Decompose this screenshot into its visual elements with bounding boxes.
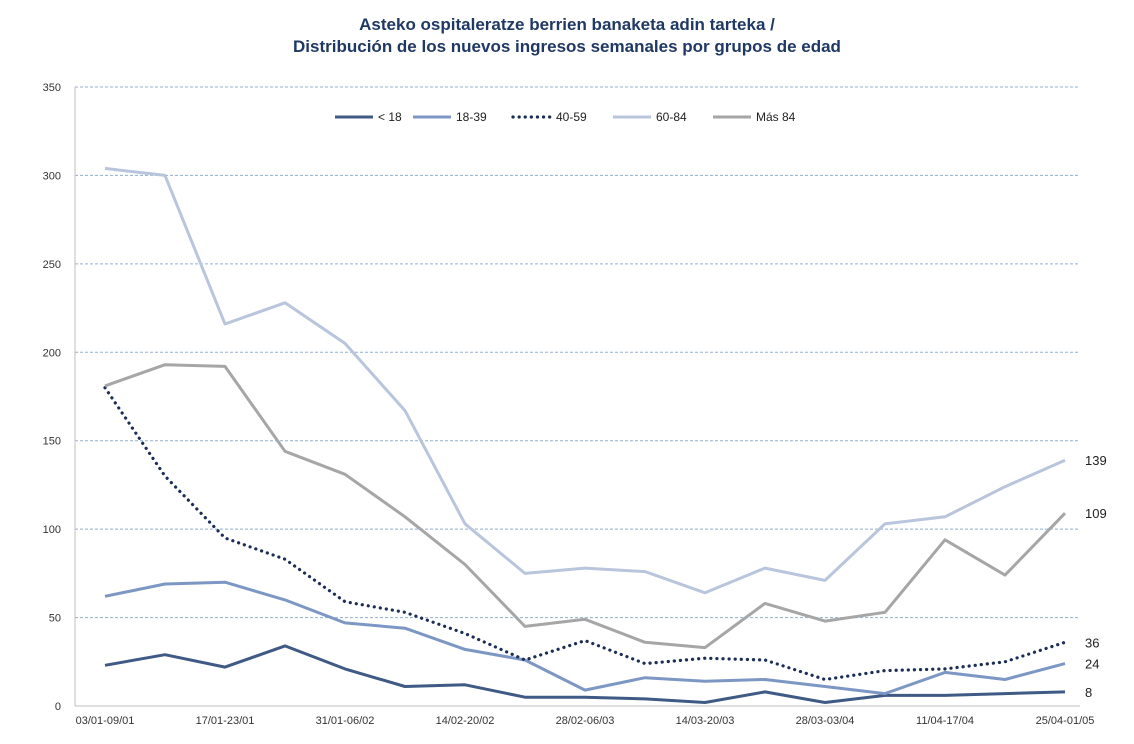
y-tick-label: 0 bbox=[55, 701, 61, 713]
x-tick-label: 31/01-06/02 bbox=[316, 715, 375, 727]
chart-title-line-1: Asteko ospitaleratze berrien banaketa ad… bbox=[359, 15, 775, 34]
x-tick-label: 28/03-03/04 bbox=[796, 715, 855, 727]
axes: 0 50 100 150 200 250 300 350 03/01-09/01 17/01-23… bbox=[43, 82, 1095, 727]
series-line--18 bbox=[104, 644, 1066, 704]
x-tick-label: 17/01-23/01 bbox=[196, 715, 255, 727]
y-tick-label: 200 bbox=[43, 347, 61, 359]
y-tick-label: 100 bbox=[43, 524, 61, 536]
legend-label: 18-39 bbox=[456, 110, 487, 124]
chart-title: Asteko ospitaleratze berrien banaketa ad… bbox=[0, 14, 1134, 58]
legend-label: 40-59 bbox=[556, 110, 587, 124]
end-label: 109 bbox=[1085, 506, 1107, 521]
legend-label: Más 84 bbox=[756, 110, 796, 124]
x-tick-label: 14/02-20/02 bbox=[436, 715, 495, 727]
end-label: 36 bbox=[1085, 635, 1099, 650]
x-tick-label: 25/04-01/05 bbox=[1036, 715, 1095, 727]
series-line-m-s-84 bbox=[104, 363, 1067, 650]
chart-title-line-2: Distribución de los nuevos ingresos sema… bbox=[293, 37, 841, 56]
series-line-60-84 bbox=[104, 166, 1066, 595]
y-tick-label: 350 bbox=[43, 82, 61, 94]
end-label: 24 bbox=[1085, 657, 1099, 672]
legend: < 18 18-39 40-59 60-84 Más 84 bbox=[335, 110, 796, 124]
series-line-18-39 bbox=[104, 580, 1066, 696]
y-tick-label: 50 bbox=[49, 613, 61, 625]
series-lines bbox=[103, 166, 1067, 704]
series-line-40-59 bbox=[103, 386, 1067, 682]
x-tick-label: 28/02-06/03 bbox=[556, 715, 615, 727]
y-tick-label: 300 bbox=[43, 170, 61, 182]
gridlines bbox=[75, 86, 1080, 619]
end-labels: 8 24 36 139 109 bbox=[1085, 453, 1107, 700]
end-label: 139 bbox=[1085, 453, 1107, 468]
x-tick-label: 14/03-20/03 bbox=[676, 715, 735, 727]
x-tick-label: 11/04-17/04 bbox=[916, 715, 974, 727]
y-tick-label: 250 bbox=[43, 259, 61, 271]
legend-label: 60-84 bbox=[656, 110, 687, 124]
end-label: 8 bbox=[1085, 685, 1092, 700]
legend-label: < 18 bbox=[378, 110, 402, 124]
x-tick-label: 03/01-09/01 bbox=[76, 715, 135, 727]
y-tick-label: 150 bbox=[43, 436, 61, 448]
